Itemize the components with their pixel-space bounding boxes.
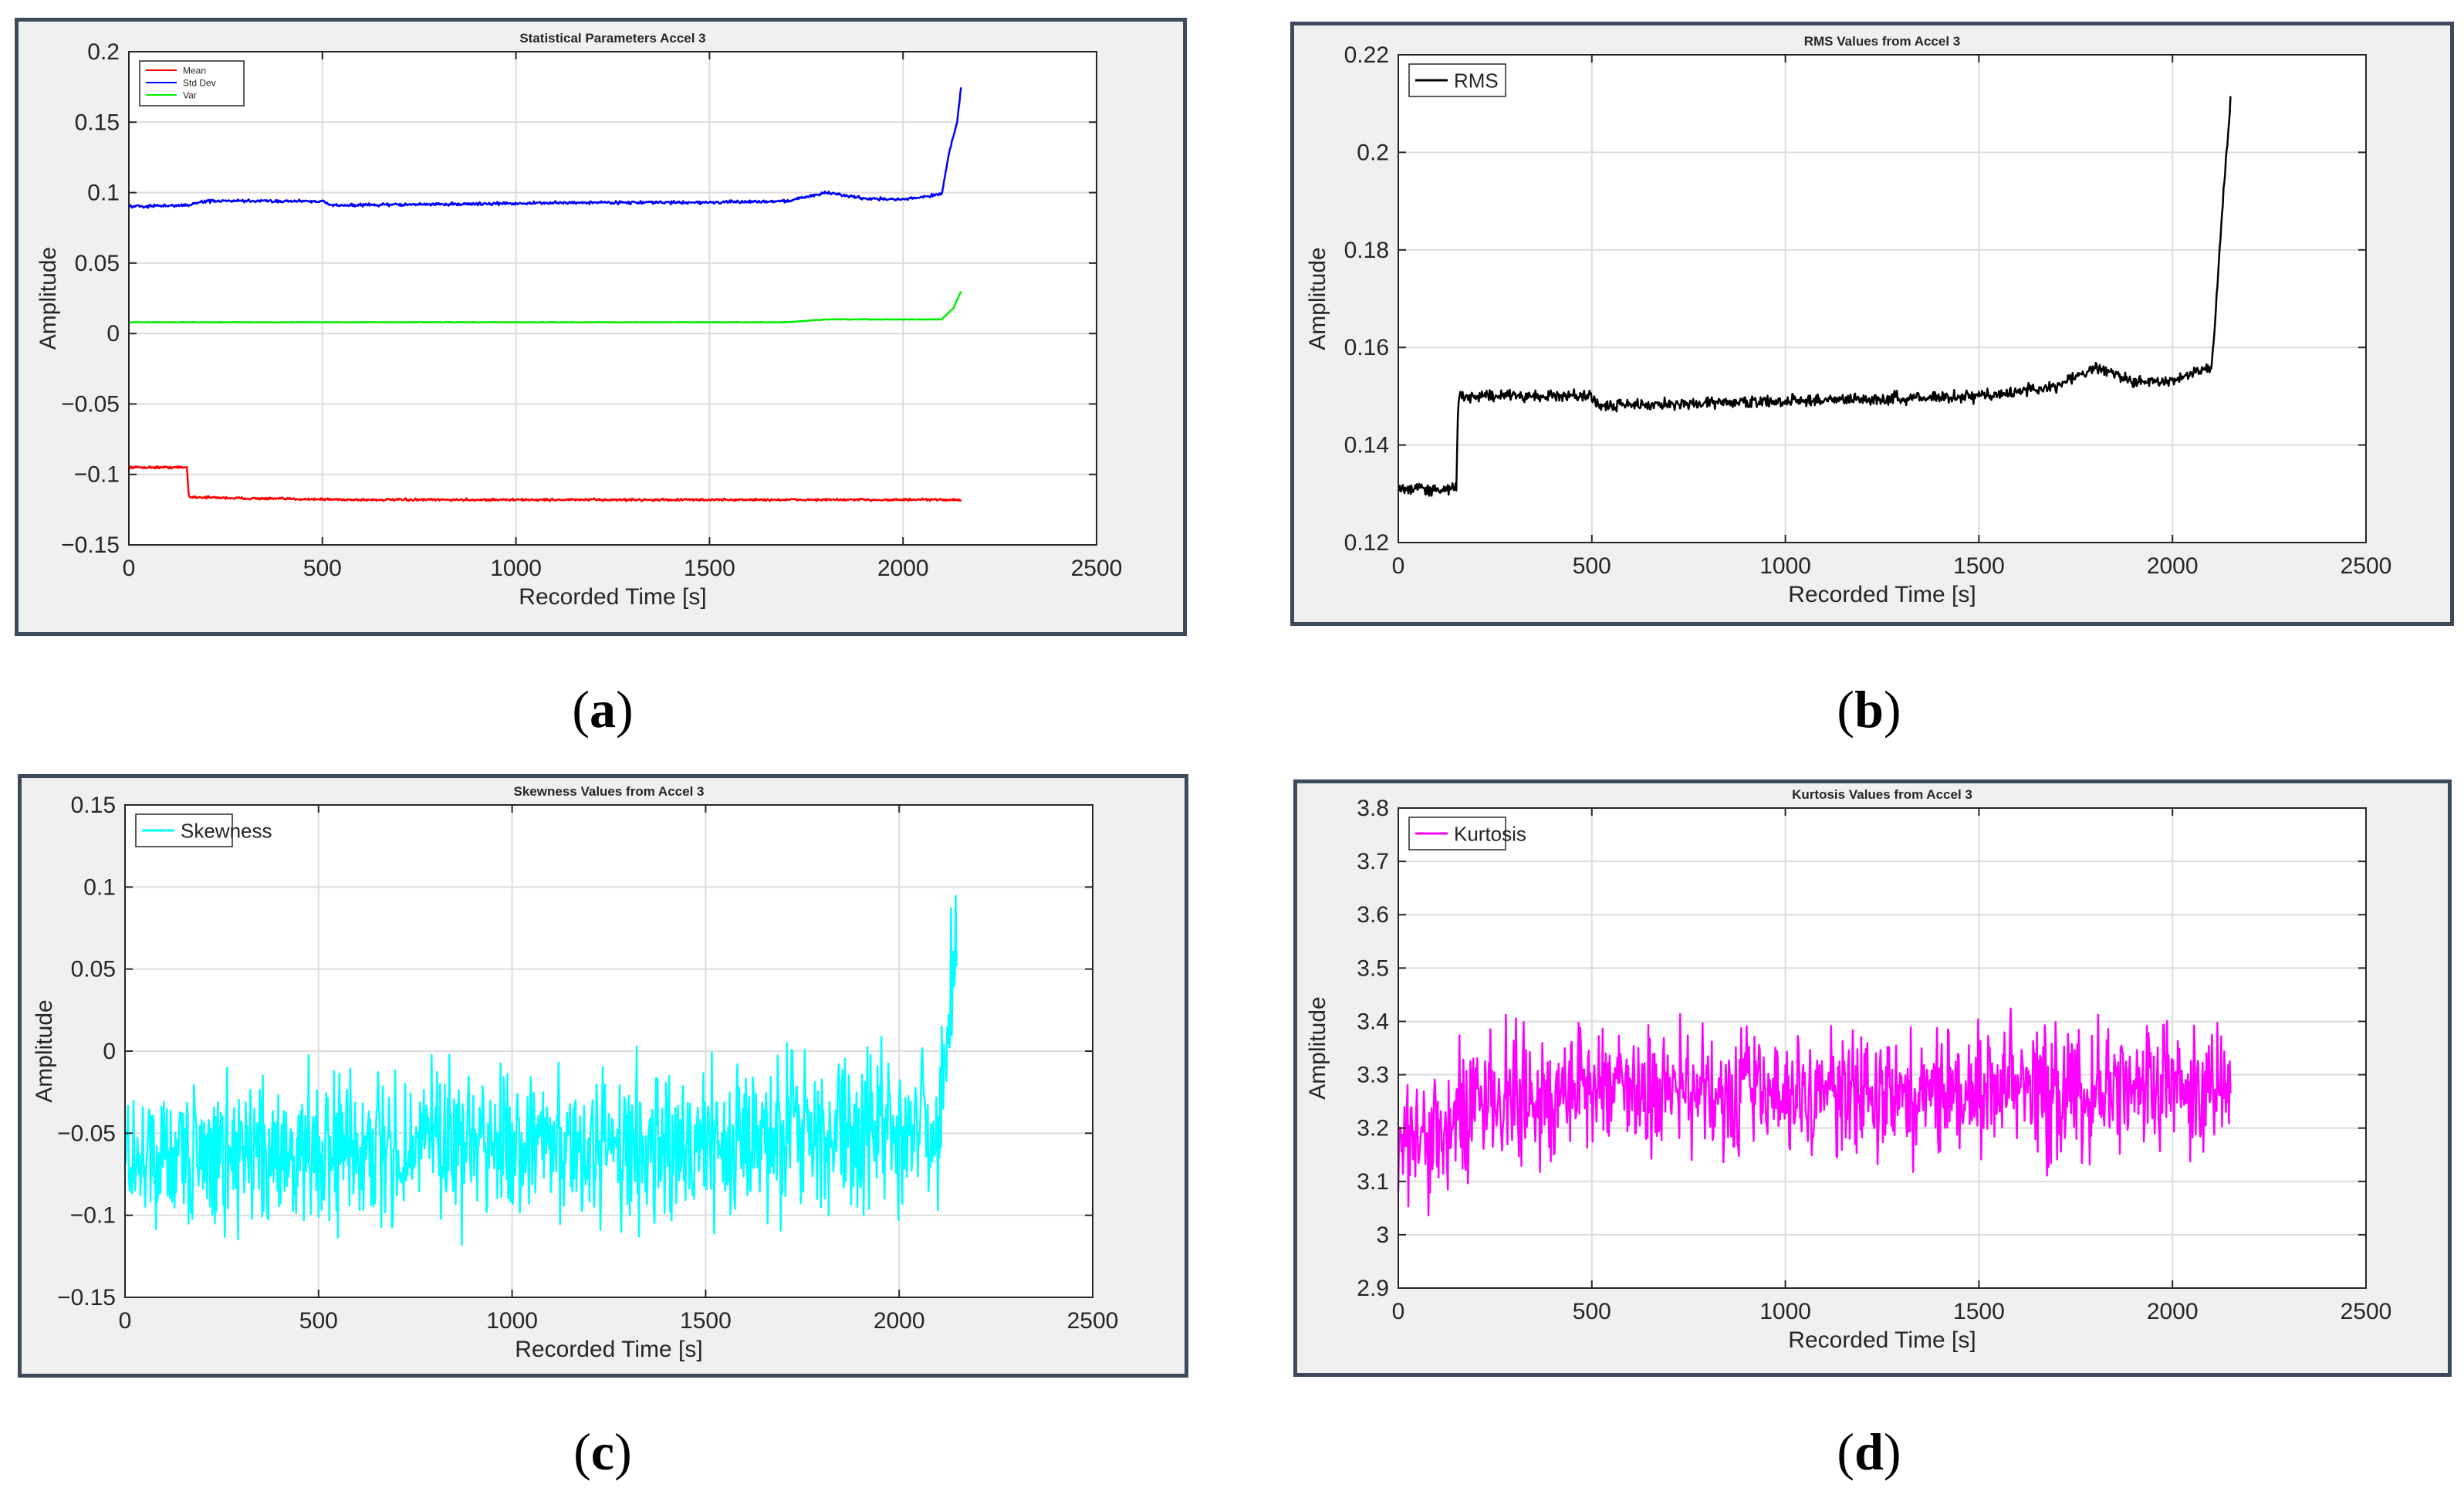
caption-b: (b) <box>1837 680 1901 739</box>
caption-d: (d) <box>1837 1422 1901 1481</box>
chart-panel-c: 0 500 1000 1500 2000 2500 −0.15 −0.1 −0.05 0 0.05 0… <box>18 774 1188 1378</box>
y-tick-label: −0.1 <box>74 462 120 488</box>
plot-area <box>1398 808 2366 1288</box>
y-tick-label: 3 <box>1376 1222 1389 1248</box>
x-tick-label: 0 <box>123 556 136 581</box>
chart-panel-b: 0 500 1000 1500 2000 2500 0.12 0.14 0.16 0.18 0.2 0… <box>1290 22 2454 626</box>
chart-title: Skewness Values from Accel 3 <box>514 784 705 799</box>
caption-c: (c) <box>573 1422 632 1481</box>
x-tick-label: 1000 <box>1759 553 1811 579</box>
x-tick-label: 500 <box>1573 553 1611 579</box>
axes-frame <box>1398 807 2367 1289</box>
x-tick-label: 0 <box>1392 553 1405 579</box>
y-tick-label: 0.05 <box>71 957 116 982</box>
y-tick-label: 3.1 <box>1357 1169 1389 1195</box>
y-tick-label: 3.8 <box>1357 796 1389 821</box>
x-tick-label: 0 <box>1392 1299 1405 1324</box>
plot-area <box>1398 55 2366 543</box>
y-tick-label: 0.16 <box>1344 335 1389 360</box>
chart-b: 0 500 1000 1500 2000 2500 0.12 0.14 0.16 0.18 0.2 0… <box>1305 34 2392 607</box>
chart-title: Kurtosis Values from Accel 3 <box>1792 787 1972 802</box>
x-tick-label: 500 <box>299 1308 338 1334</box>
legend-label: Var <box>183 90 197 100</box>
x-tick-label: 2500 <box>2341 553 2392 579</box>
y-tick-label: −0.1 <box>70 1203 116 1229</box>
legend-label: Skewness <box>181 819 272 842</box>
chart-title: Statistical Parameters Accel 3 <box>519 31 705 46</box>
x-tick-label: 2500 <box>1067 1308 1119 1334</box>
legend-box <box>1408 63 1506 97</box>
y-tick-label: 0 <box>103 1039 116 1064</box>
chart-panel-d: 0 500 1000 1500 2000 2500 2.9 3 3.1 3.2 3.3 3.4 3.5 3… <box>1293 779 2452 1377</box>
legend-label: Mean <box>183 65 206 76</box>
chart-d: 0 500 1000 1500 2000 2500 2.9 3 3.1 3.2 3.3 3.4 3.5 3… <box>1305 787 2392 1353</box>
series-line-rms <box>1398 96 2232 497</box>
x-tick-label: 1000 <box>490 556 542 581</box>
legend-label: Kurtosis <box>1454 822 1526 845</box>
x-tick-label: 500 <box>1573 1299 1611 1324</box>
chart-title: RMS Values from Accel 3 <box>1804 34 1961 49</box>
y-tick-label: 0.22 <box>1344 42 1389 68</box>
y-tick-label: 0.12 <box>1344 530 1389 556</box>
y-tick-label: 2.9 <box>1357 1276 1389 1301</box>
y-tick-label: 3.3 <box>1357 1063 1389 1088</box>
x-tick-label: 1000 <box>1759 1299 1811 1324</box>
x-tick-label: 1500 <box>684 556 735 581</box>
legend-label: Std Dev <box>183 77 216 88</box>
series-line-mean <box>127 465 962 502</box>
x-tick-label: 1000 <box>486 1308 538 1334</box>
x-tick-label: 2000 <box>2147 1299 2199 1324</box>
x-tick-label: 2000 <box>877 556 929 581</box>
x-axis-label: Recorded Time [s] <box>1788 582 1976 607</box>
chart-a: 0 500 1000 1500 2000 2500 −0.15 −0.1 −0.05 0 0.05 0… <box>35 31 1123 610</box>
series-line-skewness <box>123 894 958 1246</box>
caption-a: (a) <box>572 680 634 739</box>
y-tick-label: −0.05 <box>57 1121 116 1146</box>
plot-area <box>129 52 1097 545</box>
x-tick-label: 0 <box>119 1308 132 1334</box>
y-tick-label: 0.1 <box>83 874 116 900</box>
series-line-var <box>128 290 962 324</box>
y-tick-label: 0.1 <box>87 181 120 206</box>
y-tick-label: −0.15 <box>57 1285 116 1310</box>
y-tick-label: −0.05 <box>61 391 120 417</box>
y-tick-label: 0 <box>106 321 120 347</box>
y-tick-label: 0.14 <box>1344 433 1389 458</box>
axes-frame <box>128 51 1097 546</box>
y-axis-label: Amplitude <box>32 999 57 1102</box>
y-axis-label: Amplitude <box>35 247 61 350</box>
series-line-std-dev <box>128 87 962 209</box>
y-tick-label: 0.2 <box>1357 140 1389 165</box>
x-tick-label: 2000 <box>874 1308 925 1334</box>
x-tick-label: 2500 <box>1071 556 1123 581</box>
x-axis-label: Recorded Time [s] <box>515 1337 702 1362</box>
series-line-kurtosis <box>1397 1007 2232 1217</box>
x-tick-label: 1500 <box>680 1308 732 1334</box>
x-tick-label: 2500 <box>2341 1299 2392 1324</box>
chart-c: 0 500 1000 1500 2000 2500 −0.15 −0.1 −0.05 0 0.05 0… <box>32 784 1119 1362</box>
axes-frame <box>1398 54 2367 543</box>
y-tick-label: 0.05 <box>75 251 120 276</box>
y-tick-label: 3.5 <box>1357 955 1389 981</box>
x-tick-label: 500 <box>303 556 342 581</box>
y-tick-label: 3.2 <box>1357 1116 1389 1141</box>
x-axis-label: Recorded Time [s] <box>519 584 706 610</box>
y-axis-label: Amplitude <box>1305 996 1330 1099</box>
y-tick-label: 3.7 <box>1357 849 1389 874</box>
x-tick-label: 1500 <box>1953 553 2005 579</box>
x-tick-label: 2000 <box>2147 553 2199 579</box>
y-axis-label: Amplitude <box>1305 247 1330 350</box>
y-tick-label: 0.18 <box>1344 238 1389 263</box>
y-tick-label: 3.4 <box>1357 1009 1389 1034</box>
x-tick-label: 1500 <box>1953 1299 2005 1324</box>
y-tick-label: −0.15 <box>61 533 120 558</box>
legend-label: RMS <box>1454 69 1499 92</box>
chart-panel-a: 0 500 1000 1500 2000 2500 −0.15 −0.1 −0.05 0 0.05 0… <box>15 18 1187 636</box>
y-tick-label: 0.15 <box>71 793 116 818</box>
x-axis-label: Recorded Time [s] <box>1788 1327 1976 1353</box>
y-tick-label: 0.15 <box>75 110 120 135</box>
y-tick-label: 0.2 <box>87 39 120 65</box>
y-tick-label: 3.6 <box>1357 902 1389 928</box>
